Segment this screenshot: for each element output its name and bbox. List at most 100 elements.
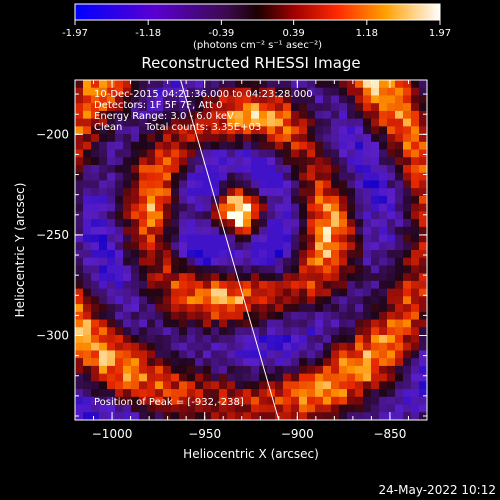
heatmap-cell	[131, 118, 140, 127]
heatmap-cell	[307, 126, 316, 135]
heatmap-cell	[395, 365, 404, 375]
heatmap-cell	[283, 149, 292, 158]
heatmap-cell	[123, 180, 132, 189]
heatmap-cell	[267, 335, 276, 344]
heatmap-cell	[123, 95, 132, 104]
heatmap-cell	[163, 234, 172, 243]
heatmap-cell	[251, 350, 260, 359]
heatmap-cell	[267, 250, 276, 259]
heatmap-cell	[235, 365, 244, 375]
heatmap-cell	[99, 327, 108, 336]
heatmap-cell	[187, 234, 196, 243]
heatmap-cell	[211, 311, 220, 321]
heatmap-cell	[251, 87, 260, 97]
heatmap-cell	[379, 157, 388, 166]
heatmap-cell	[283, 195, 292, 205]
heatmap-cell	[403, 280, 412, 290]
heatmap-cell	[315, 141, 324, 151]
heatmap-cell	[299, 327, 308, 336]
heatmap-cell	[91, 389, 100, 398]
y-axis-ticks: −200−250−300	[36, 93, 427, 417]
heatmap-cell	[331, 203, 340, 212]
heatmap-cell	[387, 335, 396, 344]
heatmap-cell	[267, 211, 276, 220]
heatmap-cell	[307, 311, 316, 321]
heatmap-cell	[131, 172, 140, 182]
heatmap-cell	[259, 273, 268, 282]
heatmap-cell	[195, 396, 204, 406]
heatmap-cell	[179, 412, 188, 420]
heatmap-cell	[339, 134, 348, 143]
heatmap-cell	[363, 203, 372, 212]
heatmap-cell	[99, 80, 108, 89]
heatmap-cell	[227, 234, 236, 243]
heatmap-cell	[83, 257, 92, 267]
heatmap-cell	[283, 389, 292, 398]
heatmap-cell	[403, 234, 412, 243]
heatmap-cell	[219, 242, 228, 251]
heatmap-cell	[179, 195, 188, 205]
heatmap-cell	[275, 188, 284, 197]
heatmap-cell	[347, 188, 356, 197]
heatmap-cell	[107, 257, 116, 267]
heatmap-cell	[251, 80, 260, 89]
heatmap-cell	[259, 319, 268, 328]
heatmap-cell	[123, 265, 132, 274]
heatmap-cell	[299, 412, 308, 420]
heatmap-cell	[251, 250, 260, 259]
heatmap-cell	[315, 350, 324, 359]
heatmap-cell	[267, 358, 276, 367]
heatmap-cell	[123, 242, 132, 251]
heatmap-cell	[259, 373, 268, 382]
heatmap-cell	[219, 381, 228, 390]
heatmap-cell	[379, 134, 388, 143]
heatmap-cell	[347, 389, 356, 398]
heatmap-cell	[75, 335, 84, 344]
heatmap-cell	[131, 141, 140, 151]
heatmap-cell	[339, 288, 348, 297]
heatmap-cell	[387, 242, 396, 251]
heatmap-cell	[179, 149, 188, 158]
heatmap-cell	[323, 412, 332, 420]
heatmap-cell	[155, 149, 164, 158]
heatmap-cell	[331, 381, 340, 390]
heatmap-cell	[251, 172, 260, 182]
heatmap-cell	[419, 134, 427, 143]
heatmap-cell	[363, 327, 372, 336]
heatmap-cell	[155, 134, 164, 143]
heatmap-cell	[395, 311, 404, 321]
heatmap-cell	[131, 250, 140, 259]
heatmap-cell	[115, 172, 124, 182]
heatmap-cell	[371, 389, 380, 398]
heatmap-cell	[203, 226, 212, 236]
heatmap-cell	[147, 373, 156, 382]
heatmap-cell	[267, 288, 276, 297]
heatmap-cell	[203, 288, 212, 297]
heatmap-cell	[275, 373, 284, 382]
heatmap-cell	[315, 280, 324, 290]
heatmap-cell	[251, 219, 260, 228]
heatmap-cell	[75, 358, 84, 367]
heatmap-cell	[347, 234, 356, 243]
heatmap-cell	[387, 396, 396, 406]
heatmap-cell	[243, 149, 252, 158]
heatmap-cell	[251, 358, 260, 367]
heatmap-cell	[235, 234, 244, 243]
heatmap-cell	[123, 141, 132, 151]
heatmap-cell	[179, 404, 188, 413]
heatmap-cell	[107, 195, 116, 205]
heatmap-cell	[147, 273, 156, 282]
heatmap-cell	[395, 242, 404, 251]
heatmap-cell	[339, 149, 348, 158]
heatmap-cell	[195, 304, 204, 313]
heatmap-cell	[307, 188, 316, 197]
heatmap-cell	[403, 335, 412, 344]
heatmap-cell	[243, 257, 252, 267]
heatmap-cell	[99, 273, 108, 282]
heatmap-cell	[299, 95, 308, 104]
heatmap-cell	[155, 250, 164, 259]
heatmap-cell	[419, 203, 427, 212]
heatmap-cell	[235, 350, 244, 359]
heatmap-cell	[107, 358, 116, 367]
heatmap-cell	[83, 412, 92, 420]
